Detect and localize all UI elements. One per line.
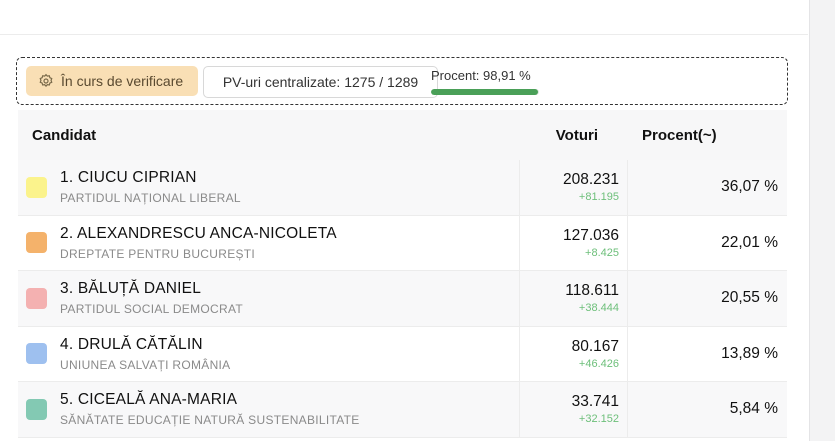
candidate-name: 2. ALEXANDRESCU ANCA-NICOLETA (60, 224, 337, 242)
header-candidate: Candidat (32, 126, 97, 144)
votes-cell: 208.231 +81.195 (520, 160, 628, 215)
votes-count: 118.611 (565, 282, 619, 300)
votes-count: 80.167 (571, 337, 619, 355)
pv-count-badge: PV-uri centralizate: 1275 / 1289 (203, 66, 438, 98)
status-bar: În curs de verificare PV-uri centralizat… (16, 57, 788, 105)
candidate-cell: 1. CIUCU CIPRIAN PARTIDUL NAȚIONAL LIBER… (18, 160, 520, 215)
table-row[interactable]: 1. CIUCU CIPRIAN PARTIDUL NAȚIONAL LIBER… (18, 160, 787, 216)
party-name: UNIUNEA SALVAȚI ROMÂNIA (60, 357, 231, 372)
party-name: PARTIDUL NAȚIONAL LIBERAL (60, 191, 241, 206)
percent-cell: 22,01 % (721, 233, 778, 251)
header-percent[interactable]: Procent(~) (642, 126, 717, 144)
verification-status-label: În curs de verificare (61, 73, 184, 89)
progress-fill (431, 89, 538, 95)
party-name: SĂNĂTATE EDUCAȚIE NATURĂ SUSTENABILITATE (60, 413, 360, 428)
votes-delta: +81.195 (578, 191, 619, 204)
votes-delta: +38.444 (578, 302, 619, 315)
votes-delta: +32.152 (578, 413, 619, 426)
party-color-swatch (26, 232, 47, 254)
table-row[interactable]: 4. DRULĂ CĂTĂLIN UNIUNEA SALVAȚI ROMÂNIA… (18, 326, 787, 382)
percent-block: Procent: 98,91 % (431, 68, 541, 95)
candidate-name: 1. CIUCU CIPRIAN (60, 169, 197, 187)
table-row[interactable]: 3. BĂLUȚĂ DANIEL PARTIDUL SOCIAL DEMOCRA… (18, 271, 787, 327)
votes-cell: 127.036 +8.425 (520, 215, 628, 270)
percent-cell: 13,89 % (721, 344, 778, 362)
party-color-swatch (26, 398, 47, 420)
percent-cell: 36,07 % (721, 178, 778, 196)
percent-cell: 20,55 % (721, 289, 778, 307)
candidate-cell: 4. DRULĂ CĂTĂLIN UNIUNEA SALVAȚI ROMÂNIA (18, 326, 520, 381)
party-color-swatch (26, 176, 47, 198)
votes-cell: 80.167 +46.426 (520, 326, 628, 381)
gear-icon (39, 73, 53, 88)
percent-label: Procent: 98,91 % (431, 68, 531, 83)
table-row[interactable]: 2. ALEXANDRESCU ANCA-NICOLETA DREPTATE P… (18, 215, 787, 271)
candidate-cell: 3. BĂLUȚĂ DANIEL PARTIDUL SOCIAL DEMOCRA… (18, 271, 520, 326)
party-name: PARTIDUL SOCIAL DEMOCRAT (60, 302, 244, 317)
votes-count: 208.231 (562, 171, 619, 189)
votes-count: 127.036 (562, 226, 619, 244)
candidate-cell: 5. CICEALĂ ANA-MARIA SĂNĂTATE EDUCAȚIE N… (18, 382, 520, 437)
table-row[interactable]: 5. CICEALĂ ANA-MARIA SĂNĂTATE EDUCAȚIE N… (18, 382, 787, 438)
table-header: Candidat Voturi Procent(~) (18, 110, 787, 160)
party-color-swatch (26, 343, 47, 365)
votes-delta: +46.426 (578, 357, 619, 370)
results-table: Candidat Voturi Procent(~) 1. CIUCU CIPR… (18, 110, 787, 438)
votes-cell: 33.741 +32.152 (520, 382, 628, 437)
candidate-cell: 2. ALEXANDRESCU ANCA-NICOLETA DREPTATE P… (18, 215, 520, 270)
progress-track (431, 89, 539, 95)
table-body: 1. CIUCU CIPRIAN PARTIDUL NAȚIONAL LIBER… (18, 160, 787, 438)
candidate-name: 5. CICEALĂ ANA-MARIA (60, 391, 238, 409)
candidate-name: 4. DRULĂ CĂTĂLIN (60, 335, 203, 353)
party-name: DREPTATE PENTRU BUCUREȘTI (60, 246, 256, 261)
scrollbar-gutter[interactable] (809, 0, 835, 441)
header-votes[interactable]: Voturi (555, 126, 598, 144)
votes-cell: 118.611 +38.444 (520, 271, 628, 326)
pv-count-label: PV-uri centralizate: 1275 / 1289 (222, 74, 419, 90)
votes-delta: +8.425 (585, 246, 619, 259)
verification-status-badge: În curs de verificare (26, 66, 198, 96)
party-color-swatch (26, 287, 47, 309)
votes-count: 33.741 (571, 393, 619, 411)
percent-cell: 5,84 % (729, 400, 778, 418)
top-divider (0, 34, 808, 35)
candidate-name: 3. BĂLUȚĂ DANIEL (60, 280, 202, 298)
